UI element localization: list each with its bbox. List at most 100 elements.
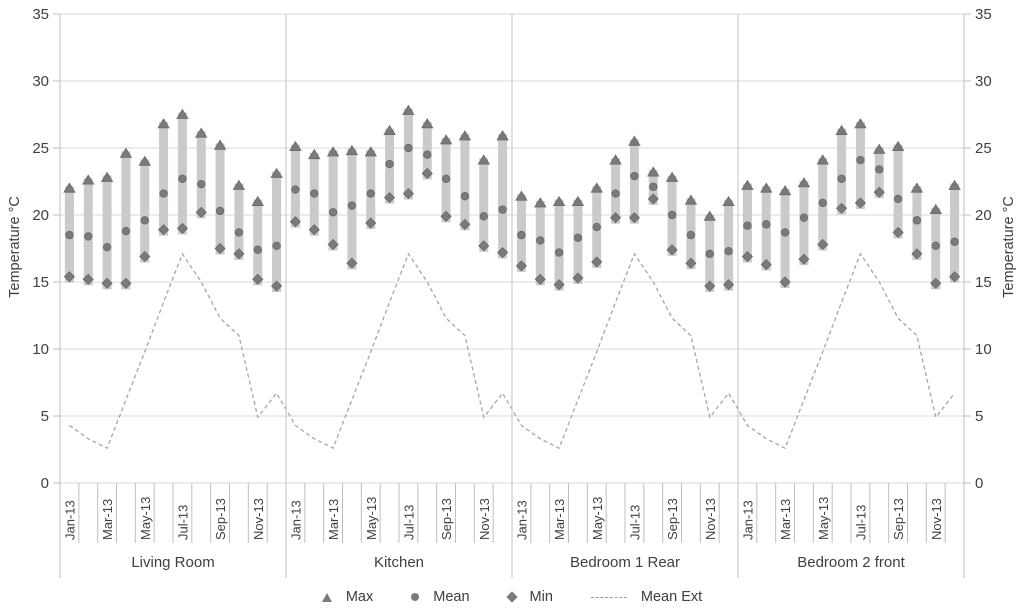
x-tick-label: Jul-13: [853, 505, 868, 540]
max-marker: [195, 127, 208, 138]
temp-range-bar: [83, 178, 93, 286]
y-tick-label: 10: [32, 341, 49, 358]
max-marker: [684, 194, 698, 205]
min-diamond-icon: [505, 591, 518, 603]
mean-marker: [856, 155, 865, 165]
min-marker: [685, 257, 697, 269]
legend-label-mean-ext: Mean Ext: [640, 589, 703, 605]
x-tick-label: Nov-13: [929, 498, 944, 540]
temp-range-bar: [102, 175, 112, 290]
max-marker: [722, 195, 735, 207]
min-marker: [346, 257, 358, 269]
min-marker: [854, 197, 866, 209]
y-tick-label: 20: [32, 207, 49, 224]
mean-marker: [630, 171, 639, 181]
min-marker: [440, 210, 452, 222]
max-marker: [157, 118, 170, 129]
x-tick-label: Jan-13: [288, 500, 303, 540]
max-marker: [929, 203, 942, 215]
y-tick-label: 5: [41, 408, 49, 425]
temp-range-bar: [629, 139, 639, 224]
max-marker: [421, 118, 434, 129]
legend: Max Mean Min Mean Ext: [60, 586, 964, 608]
min-marker: [610, 212, 622, 224]
max-marker: [458, 130, 472, 141]
panel-label: Bedroom 1 Rear: [570, 554, 680, 571]
min-marker: [760, 259, 772, 271]
mean-marker: [592, 222, 601, 232]
legend-label-min: Min: [529, 589, 553, 605]
temp-range-bar: [837, 128, 847, 215]
max-marker: [63, 182, 76, 193]
max-marker: [345, 144, 359, 156]
y-tick-label: 30: [32, 73, 49, 90]
max-marker: [835, 124, 848, 135]
mean-marker: [65, 230, 74, 240]
mean-marker: [724, 246, 733, 256]
mean-marker: [780, 228, 790, 237]
y-axis-title-right: Temperature °C: [1001, 196, 1017, 298]
min-marker: [101, 277, 113, 289]
x-tick-label: Jul-13: [627, 505, 642, 540]
mean-marker: [178, 174, 187, 184]
min-marker: [308, 224, 320, 236]
mean-marker: [404, 143, 413, 153]
mean-ext-dashed-line-icon: [590, 596, 627, 598]
mean-marker: [328, 208, 338, 217]
temp-range-bar: [554, 199, 564, 291]
min-marker: [515, 260, 527, 272]
x-tick-label: Sep-13: [213, 498, 228, 540]
mean-marker: [743, 221, 752, 230]
x-tick-label: Jan-13: [62, 500, 77, 540]
max-marker: [571, 195, 585, 207]
min-marker: [63, 271, 75, 283]
mean-marker: [234, 228, 244, 237]
max-marker: [213, 139, 227, 150]
mean-marker: [121, 226, 131, 236]
mean-marker: [573, 233, 583, 242]
x-tick-label: May-13: [816, 497, 831, 540]
min-marker: [271, 280, 283, 292]
max-marker: [496, 130, 509, 141]
panel-living-room: [63, 108, 283, 293]
temp-range-bar: [159, 121, 169, 236]
temp-range-bar: [403, 108, 413, 200]
min-marker: [402, 187, 414, 200]
panel-label: Bedroom 2 front: [797, 554, 905, 571]
min-marker: [252, 273, 264, 285]
mean-circle-icon: [411, 593, 420, 601]
min-marker: [704, 280, 716, 292]
mean-marker: [762, 220, 771, 229]
max-marker: [82, 174, 95, 185]
max-marker: [891, 140, 905, 152]
temp-range-bar: [498, 133, 508, 259]
max-marker: [873, 143, 886, 154]
min-marker: [666, 244, 678, 256]
y-tick-label: 30: [975, 73, 992, 90]
max-marker: [948, 179, 961, 190]
x-tick-label: Jul-13: [175, 505, 190, 540]
min-marker: [930, 277, 942, 289]
x-tick-label: Jul-13: [401, 505, 416, 540]
min-marker: [892, 226, 904, 238]
min-marker: [798, 253, 810, 265]
panel-label: Kitchen: [374, 554, 424, 571]
temp-range-bar: [328, 150, 338, 251]
temp-range-bar: [893, 144, 903, 239]
min-marker: [120, 277, 132, 289]
mean-marker: [837, 174, 846, 184]
min-marker: [553, 279, 565, 291]
mean-marker: [611, 189, 620, 198]
mean-marker: [950, 237, 959, 246]
temp-range-bar: [196, 131, 206, 219]
max-marker: [628, 135, 641, 146]
legend-label-max: Max: [345, 589, 374, 605]
min-marker: [139, 250, 151, 263]
x-tick-label: Mar-13: [326, 499, 341, 540]
x-tick-label: Mar-13: [100, 499, 115, 540]
max-marker: [665, 171, 679, 182]
max-marker: [176, 108, 189, 119]
min-marker: [82, 273, 94, 285]
legend-item-min: Min: [505, 589, 553, 605]
